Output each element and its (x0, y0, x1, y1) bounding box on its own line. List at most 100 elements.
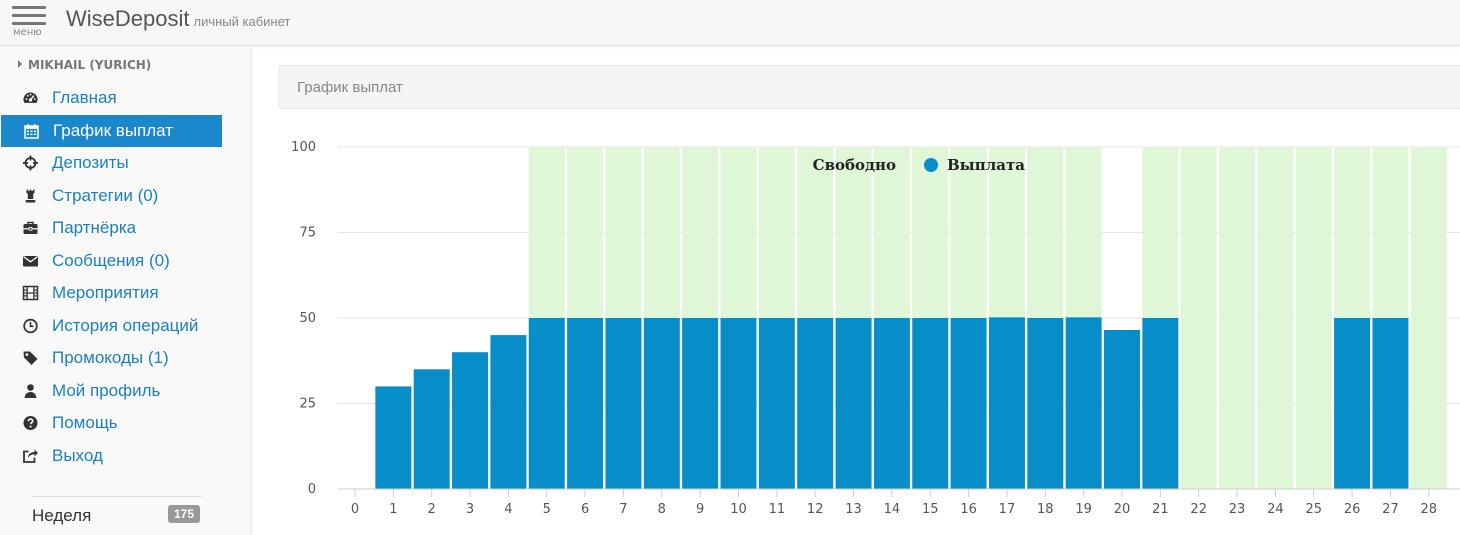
sidebar-item-help[interactable]: Помощь (0, 407, 252, 440)
x-tick-label: 19 (1075, 502, 1092, 517)
x-tick-label: 18 (1037, 502, 1054, 517)
bar-payout[interactable] (1372, 318, 1409, 489)
bar-free[interactable] (528, 147, 565, 318)
x-tick-label: 3 (466, 502, 474, 517)
bar-free[interactable] (1334, 147, 1371, 318)
bar-payout[interactable] (452, 352, 489, 489)
bar-payout[interactable] (1104, 329, 1140, 489)
sidebar-item-logout[interactable]: Выход (0, 440, 252, 473)
bar-payout[interactable] (1065, 317, 1102, 489)
bar-free[interactable] (758, 147, 795, 318)
bar-payout[interactable] (758, 318, 795, 489)
x-tick-label: 23 (1229, 502, 1246, 517)
x-tick-label: 16 (960, 502, 977, 517)
x-axis: 0 1 2 3 4 5 6 7 8 9 10 11 12 13 14 15 16 17 18 19 20 21 22 23 24… (338, 488, 1460, 517)
bar-free[interactable] (643, 147, 680, 318)
week-counter: Неделя 175 (32, 504, 202, 528)
menu-label: меню (13, 27, 42, 38)
bar-payout[interactable] (1027, 318, 1064, 489)
bar-payout[interactable] (720, 318, 757, 489)
bar-free[interactable] (1257, 147, 1294, 489)
y-tick-label: 0 (308, 482, 316, 497)
bar-payout[interactable] (873, 318, 910, 489)
bar-free[interactable] (720, 147, 757, 318)
bar-free[interactable] (912, 147, 949, 318)
bar-payout[interactable] (1142, 318, 1179, 489)
bar-payout[interactable] (490, 335, 527, 489)
sidebar-item-home[interactable]: Главная (0, 82, 252, 115)
caret-right-icon (18, 60, 22, 68)
legend-payout[interactable]: Выплата (947, 156, 1025, 174)
bar-payout[interactable] (682, 318, 719, 489)
x-tick-label: 21 (1152, 502, 1169, 517)
brand-logo[interactable]: WiseDeposit личный кабинет (66, 6, 290, 32)
bar-payout[interactable] (643, 318, 680, 489)
sidebar-item-label: График выплат (53, 120, 174, 140)
y-tick-label: 75 (299, 226, 316, 241)
bar-payout[interactable] (567, 318, 604, 489)
bar-free[interactable] (682, 147, 719, 318)
brand-name: WiseDeposit (66, 6, 190, 31)
bar-payout[interactable] (375, 386, 412, 489)
tag-icon (22, 350, 39, 366)
sidebar-item-deposits[interactable]: Депозиты (0, 147, 252, 180)
bar-free[interactable] (1295, 147, 1332, 489)
sidebar-item-label: Промокоды (1) (52, 348, 169, 367)
bar-free[interactable] (835, 147, 872, 318)
legend-free[interactable]: Свободно (813, 156, 896, 174)
bar-payout[interactable] (1334, 318, 1371, 489)
sidebar-item-label: Выход (52, 445, 103, 465)
sidebar-item-label: Мой профиль (52, 380, 161, 400)
bar-payout[interactable] (605, 318, 642, 489)
bar-free[interactable] (605, 147, 642, 318)
bar-free[interactable] (1142, 147, 1179, 318)
payout-chart: 0 25 50 75 100 0 1 2 3 4 5 6 7 8 9 10 11 12 13 14 15 16 17 18 1… (278, 120, 1460, 535)
menu-button[interactable]: меню (12, 4, 48, 38)
film-icon (22, 285, 39, 301)
bar-free[interactable] (797, 147, 834, 318)
legend[interactable]: Свободно Выплата (813, 156, 1026, 174)
bar-payout[interactable] (797, 318, 834, 489)
bar-payout[interactable] (912, 318, 949, 489)
sidebar-item-messages[interactable]: Сообщения (0) (0, 245, 252, 278)
user-icon (22, 383, 39, 399)
x-tick-label: 4 (504, 502, 512, 517)
page-title: График выплат (297, 79, 403, 96)
sidebar-item-partners[interactable]: Партнёрка (0, 212, 252, 245)
bar-free[interactable] (1180, 147, 1217, 489)
bar-payout[interactable] (528, 318, 565, 489)
bar-free[interactable] (1027, 147, 1064, 318)
legend-payout-marker (924, 158, 938, 172)
sidebar-item-promocodes[interactable]: Промокоды (1) (0, 342, 252, 375)
x-tick-label: 28 (1421, 502, 1438, 517)
x-tick-label: 25 (1305, 502, 1322, 517)
sidebar: MIKHAIL (YURICH) Главная График выплат Д… (0, 46, 252, 535)
clock-icon (22, 318, 39, 334)
bar-free[interactable] (1410, 147, 1447, 489)
bar-free[interactable] (988, 147, 1025, 318)
bar-payout[interactable] (413, 369, 450, 489)
sidebar-item-profile[interactable]: Мой профиль (0, 375, 252, 408)
x-tick-label: 11 (769, 502, 786, 517)
bar-free[interactable] (1219, 147, 1256, 489)
bar-free[interactable] (1372, 147, 1409, 318)
sidebar-item-strategies[interactable]: Стратегии (0) (0, 180, 252, 213)
bar-payout[interactable] (835, 318, 872, 489)
bar-free[interactable] (1065, 147, 1102, 318)
user-toggle[interactable]: MIKHAIL (YURICH) (18, 58, 151, 72)
x-tick-label: 13 (845, 502, 862, 517)
bar-payout[interactable] (988, 317, 1025, 489)
bar-free[interactable] (950, 147, 987, 318)
sidebar-item-events[interactable]: Мероприятия (0, 277, 252, 310)
dashboard-icon (22, 90, 39, 106)
x-tick-label: 14 (884, 502, 901, 517)
x-tick-label: 24 (1267, 502, 1284, 517)
x-tick-label: 26 (1344, 502, 1361, 517)
sidebar-item-schedule[interactable]: График выплат (1, 114, 222, 147)
bar-free[interactable] (873, 147, 910, 318)
sidebar-item-history[interactable]: История операций (0, 310, 252, 343)
bar-payout[interactable] (950, 318, 987, 489)
user-name: MIKHAIL (YURICH) (28, 58, 152, 72)
sidebar-item-label: Партнёрка (52, 218, 137, 237)
bar-free[interactable] (567, 147, 604, 318)
